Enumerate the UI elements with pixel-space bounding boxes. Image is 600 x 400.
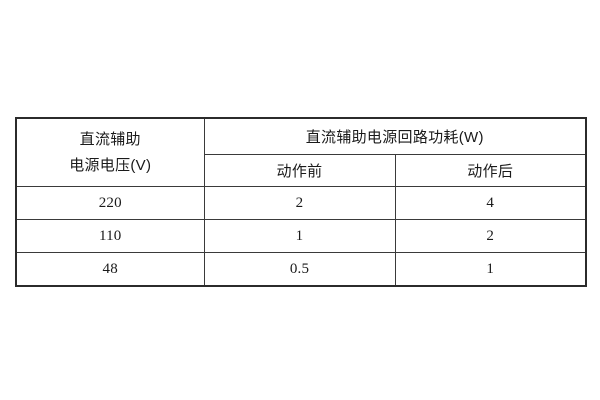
table-row: 220 2 4 <box>15 186 587 220</box>
header-cell-before-operation: 动作前 <box>203 154 396 187</box>
table-row: 110 1 2 <box>15 219 587 253</box>
table-header-row-secondary: 动作前 动作后 <box>16 154 587 187</box>
cell-before: 1 <box>203 219 396 253</box>
cell-after: 2 <box>394 219 587 253</box>
cell-voltage: 220 <box>15 186 205 220</box>
cell-voltage: 110 <box>15 219 205 253</box>
table-row: 48 0.5 1 <box>15 252 587 287</box>
table-header: 直流辅助 电源电压(V) 直流辅助电源回路功耗(W) 动作前 动作后 <box>15 117 587 187</box>
header-voltage-line-2: 电源电压(V) <box>69 156 152 174</box>
header-cell-voltage: 直流辅助 电源电压(V) <box>15 117 205 187</box>
cell-before: 2 <box>203 186 396 220</box>
header-cell-after-operation: 动作后 <box>394 154 587 187</box>
cell-after: 4 <box>394 186 587 220</box>
cell-before: 0.5 <box>203 252 396 287</box>
dc-power-consumption-table: 直流辅助 电源电压(V) 直流辅助电源回路功耗(W) 动作前 动作后 220 2… <box>15 117 587 287</box>
cell-voltage: 48 <box>15 252 205 287</box>
table-body: 220 2 4 110 1 2 48 0.5 1 <box>15 186 587 287</box>
header-cell-power-consumption-group: 直流辅助电源回路功耗(W) <box>203 117 587 155</box>
header-voltage-line-1: 直流辅助 <box>79 130 141 148</box>
cell-after: 1 <box>394 252 587 287</box>
table-header-row-primary: 直流辅助 电源电压(V) 直流辅助电源回路功耗(W) <box>15 117 587 187</box>
spec-table-container: 直流辅助 电源电压(V) 直流辅助电源回路功耗(W) 动作前 动作后 220 2… <box>15 117 587 287</box>
